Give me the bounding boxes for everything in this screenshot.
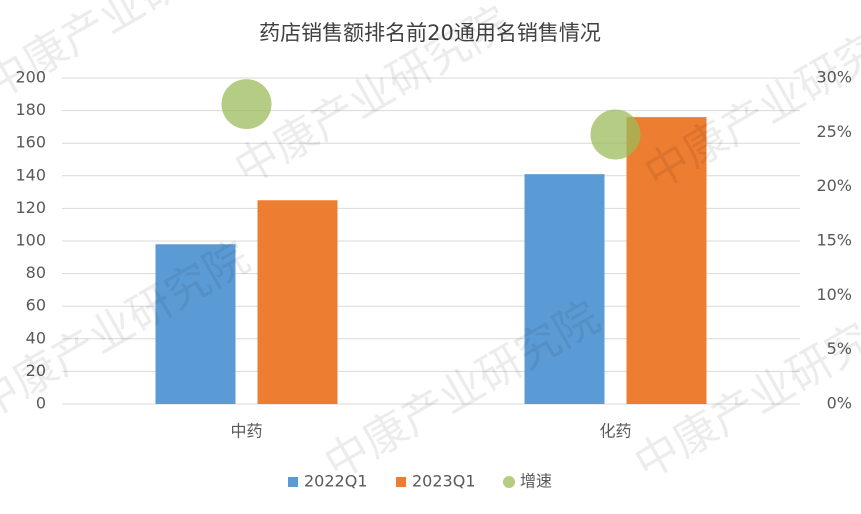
y2-tick-label: 30% [816, 68, 852, 87]
bubble [221, 79, 272, 130]
y-tick-label: 180 [15, 100, 46, 119]
legend-marker [288, 477, 298, 487]
legend-marker [503, 476, 515, 488]
y2-tick-label: 5% [827, 339, 852, 358]
x-tick-label: 化药 [599, 422, 631, 441]
watermarks: 中康产业研究院 中康产业研究院 中康产业研究院 中康产业研究院 中康产业研究院 … [0, 0, 861, 490]
y-tick-label: 20 [26, 361, 46, 380]
y-tick-label: 0 [36, 394, 46, 413]
y-tick-label: 60 [26, 296, 46, 315]
y-tick-label: 100 [15, 231, 46, 250]
y-tick-label: 80 [26, 263, 46, 282]
legend-label: 2023Q1 [412, 472, 476, 491]
legend: 2022Q1 2023Q1 增速 [288, 472, 552, 491]
y-tick-label: 140 [15, 165, 46, 184]
y-tick-label: 160 [15, 133, 46, 152]
bubble [590, 109, 641, 160]
bar [257, 200, 338, 404]
legend-label: 增速 [520, 472, 552, 491]
watermark: 中康产业研究院 [636, 2, 861, 200]
bar [155, 244, 236, 404]
legend-marker [396, 477, 406, 487]
y2-tick-label: 10% [816, 285, 852, 304]
bar [626, 117, 707, 405]
y2-tick-label: 20% [816, 176, 852, 195]
plot: 0 20 40 60 80 100 120 140 160 180 200 0% 5% 10% 15% 20%… [15, 68, 852, 491]
y-tick-label: 40 [26, 328, 46, 347]
legend-label: 2022Q1 [304, 472, 368, 491]
y2-tick-label: 25% [816, 122, 852, 141]
bar [524, 174, 605, 404]
y-tick-label: 120 [15, 198, 46, 217]
y2-tick-label: 15% [816, 231, 852, 250]
x-tick-label: 中药 [230, 422, 262, 441]
chart-title: 药店销售额排名前20通用名销售情况 [259, 21, 601, 45]
y2-tick-label: 0% [827, 394, 852, 413]
y-tick-label: 200 [15, 68, 46, 87]
